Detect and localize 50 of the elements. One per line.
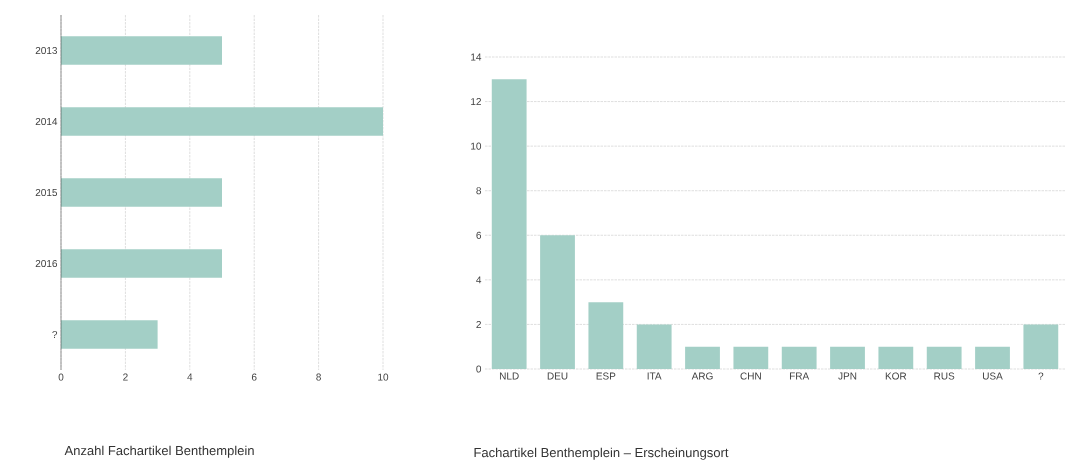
x-tick-label: FRA: [789, 372, 810, 380]
x-tick-label: JPN: [838, 372, 857, 380]
x-tick-label: ITA: [647, 372, 662, 380]
y-tick-label: 2: [476, 320, 481, 328]
x-tick-label: ARG: [691, 372, 713, 380]
bar: [926, 346, 962, 369]
y-tick-label: 6: [476, 231, 482, 239]
y-tick-label: 10: [471, 142, 482, 150]
x-tick-label: 8: [316, 373, 321, 381]
x-tick-label: USA: [982, 372, 1003, 380]
y-tick-label: 2014: [35, 117, 58, 125]
x-tick-label: NLD: [499, 372, 519, 380]
bar: [975, 346, 1010, 369]
x-tick-label: 2: [123, 373, 128, 381]
bar: [61, 36, 223, 65]
y-tick-label: 2013: [35, 46, 58, 54]
x-tick-label: 0: [58, 373, 64, 381]
y-tick-label: 12: [471, 98, 481, 106]
y-tick-label: 8: [476, 187, 482, 195]
bar: [636, 324, 672, 369]
y-tick-label: 4: [476, 276, 482, 284]
y-tick-label: 0: [476, 365, 482, 373]
y-tick-label: 2015: [35, 188, 58, 196]
x-tick-label: 10: [378, 373, 389, 381]
bar: [540, 235, 575, 369]
bar: [878, 346, 914, 369]
text: Anzahl Fachartikel Benthemplein: [64, 445, 254, 458]
bar: [588, 302, 624, 369]
y-tick-label: 2016: [35, 259, 58, 267]
x-tick-label: KOR: [885, 372, 907, 380]
bar: [61, 249, 223, 278]
y-tick-label: ?: [52, 330, 58, 338]
x-tick-label: 6: [251, 373, 257, 381]
bar: [830, 346, 865, 369]
x-tick-label: 4: [187, 373, 193, 381]
bar: [61, 107, 384, 136]
x-tick-label: ?: [1038, 372, 1044, 380]
x-tick-label: RUS: [934, 372, 955, 380]
text: Fachartikel Benthemplein – Erscheinungsort: [474, 447, 729, 460]
bar: [781, 346, 817, 369]
x-tick-label: DEU: [547, 372, 568, 380]
bar: [733, 346, 769, 369]
bar: [685, 346, 720, 369]
x-tick-label: CHN: [740, 372, 761, 380]
bar: [491, 79, 527, 369]
bar: [61, 320, 158, 349]
x-tick-label: ESP: [596, 372, 616, 380]
bar: [61, 178, 223, 207]
bar: [1023, 324, 1059, 369]
y-tick-label: 14: [471, 53, 482, 61]
